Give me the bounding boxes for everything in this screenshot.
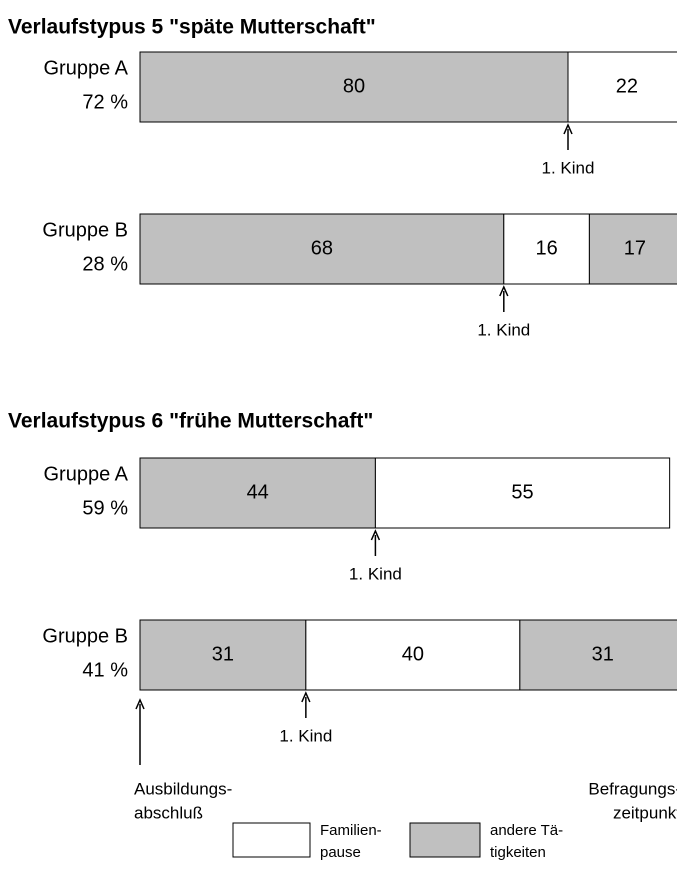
end-label: zeitpunkt: [613, 803, 677, 822]
group-share: 28 %: [82, 253, 128, 275]
arrow-head: [563, 123, 573, 135]
segment-label: 16: [535, 237, 557, 259]
legend-label: tigkeiten: [490, 844, 546, 861]
legend-label: pause: [320, 844, 361, 861]
child-annotation: 1. Kind: [477, 320, 530, 339]
segment-label: 31: [212, 643, 234, 665]
child-annotation: 1. Kind: [279, 726, 332, 745]
segment-label: 22: [616, 75, 638, 97]
group-share: 41 %: [82, 659, 128, 681]
child-annotation: 1. Kind: [349, 564, 402, 583]
segment-label: 17: [624, 237, 646, 259]
arrow-head: [301, 691, 311, 703]
child-annotation: 1. Kind: [542, 158, 595, 177]
chart-title: Verlaufstypus 5 "späte Mutterschaft": [8, 16, 376, 39]
group-share: 72 %: [82, 91, 128, 113]
segment-label: 44: [247, 481, 269, 503]
start-label: abschluß: [134, 803, 203, 822]
segment-label: 68: [311, 237, 333, 259]
bar-segment: [139, 619, 307, 691]
group-label: Gruppe A: [43, 463, 128, 485]
legend-swatch: [409, 822, 481, 858]
group-label: Gruppe B: [42, 219, 128, 241]
bar-segment: [139, 457, 376, 529]
start-label: Ausbildungs-: [134, 779, 232, 798]
chart-title: Verlaufstypus 6 "frühe Mutterschaft": [8, 410, 373, 433]
bar-segment: [588, 213, 677, 285]
segment-label: 55: [511, 481, 533, 503]
legend-swatch: [232, 822, 311, 858]
group-label: Gruppe A: [43, 57, 128, 79]
segment-label: 31: [592, 643, 614, 665]
bar-segment: [567, 51, 677, 123]
arrow-head: [499, 285, 509, 297]
arrow-head: [135, 698, 145, 710]
group-label: Gruppe B: [42, 625, 128, 647]
arrow-head: [370, 529, 381, 541]
bar-segment: [139, 51, 569, 123]
bar-segment: [305, 619, 521, 691]
bar-segment: [374, 457, 671, 529]
legend-label: Familien-: [320, 822, 382, 839]
segment-label: 40: [402, 643, 424, 665]
end-label: Befragungs-: [588, 779, 677, 798]
segment-label: 80: [343, 75, 365, 97]
legend-label: andere Tä-: [490, 822, 563, 839]
bar-segment: [519, 619, 677, 691]
group-share: 59 %: [82, 497, 128, 519]
